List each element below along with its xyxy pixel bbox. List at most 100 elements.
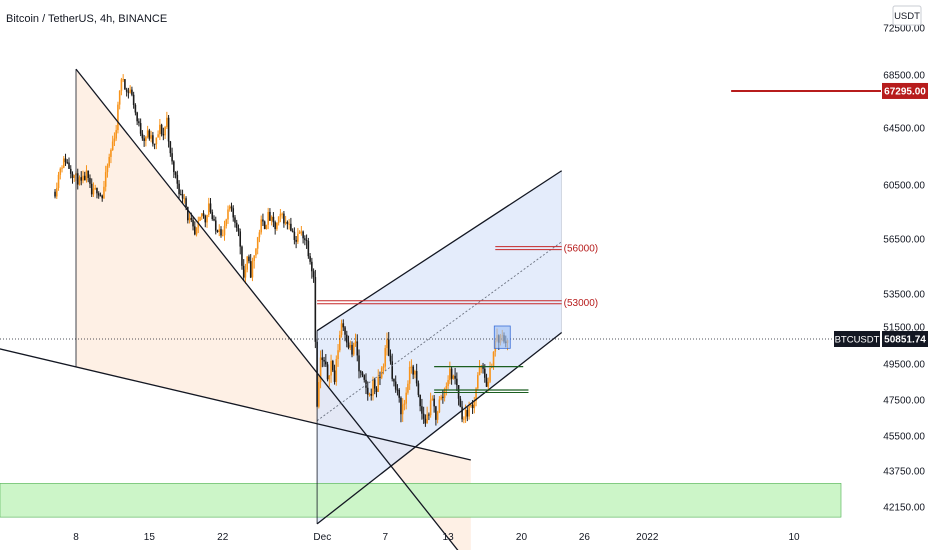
candle-body	[463, 418, 465, 420]
candle-body	[176, 174, 179, 184]
candle-body	[450, 368, 453, 379]
candle-body	[349, 344, 352, 348]
candle-body	[396, 389, 399, 391]
candle-body	[384, 348, 387, 367]
candle-body	[68, 162, 70, 169]
x-tick-label: 15	[144, 532, 156, 543]
symbol-badge	[834, 330, 880, 347]
candle-body	[431, 398, 434, 401]
candle-body	[242, 265, 245, 278]
y-tick-label: 72500.00	[883, 24, 925, 35]
candle-body	[241, 246, 243, 266]
candle-body	[101, 195, 104, 199]
currency-box[interactable]	[892, 5, 922, 26]
candle-body	[475, 388, 477, 401]
candle-body	[426, 414, 428, 424]
candle-body	[417, 383, 420, 395]
candle-body	[171, 153, 173, 162]
candle-body	[87, 170, 90, 178]
candle-body	[131, 89, 133, 95]
candle-body	[372, 379, 374, 396]
y-tick-label: 64500.00	[883, 124, 925, 135]
candle-body	[328, 375, 331, 380]
candle-body	[393, 378, 395, 382]
candle-body	[232, 208, 235, 218]
resistance-label-2: (53000)	[564, 298, 598, 309]
candle-body	[80, 177, 83, 181]
candle-body	[169, 141, 172, 154]
channel-shading	[317, 170, 562, 524]
candle-body	[311, 261, 313, 272]
candle-body	[283, 213, 285, 224]
support-zone	[0, 483, 842, 518]
last-price-badge	[882, 330, 928, 347]
candle-body	[94, 187, 97, 189]
candle-body	[377, 376, 380, 392]
candle-body	[276, 222, 278, 230]
candle-body	[466, 409, 469, 417]
candle-body	[99, 195, 102, 197]
candle-body	[115, 130, 117, 139]
x-tick-label: 2022	[636, 532, 659, 543]
candle-body	[71, 173, 74, 178]
candle-body	[387, 339, 390, 356]
y-tick-label: 51500.00	[883, 323, 925, 334]
candle-body	[227, 209, 229, 220]
candle-body	[269, 211, 271, 221]
candle-body	[304, 238, 306, 240]
price-zones	[0, 483, 842, 518]
candle-body	[415, 371, 418, 384]
price-label-badge	[882, 82, 928, 99]
candle-body	[220, 229, 222, 236]
candle-body	[358, 355, 360, 372]
candle-body	[214, 220, 217, 231]
candle-body	[195, 227, 198, 235]
candle-body	[237, 227, 240, 232]
candle-body	[298, 231, 301, 234]
candle-body	[78, 177, 81, 185]
candle-body	[405, 392, 407, 404]
candle-body	[342, 323, 345, 328]
candle-body	[363, 375, 366, 380]
candle-body	[267, 211, 269, 225]
candle-body	[139, 123, 142, 134]
candle-body	[284, 221, 287, 224]
time-axis[interactable]: 8 15 22 Dec 7 13 20 26 2022 10	[73, 532, 800, 543]
pattern-shading	[76, 69, 562, 555]
candle-body	[288, 223, 290, 225]
candle-body	[82, 175, 84, 181]
candle-body	[117, 104, 119, 131]
candle-body	[221, 235, 224, 237]
candle-body	[456, 378, 458, 386]
candle-body	[174, 172, 177, 175]
upper-falling-trendline	[75, 68, 463, 555]
candle-body	[120, 79, 123, 91]
candle-body	[359, 371, 362, 373]
candle-body	[337, 350, 339, 360]
candle-body	[61, 167, 63, 169]
candle-body	[473, 400, 476, 409]
candle-body	[263, 221, 266, 230]
candle-body	[366, 387, 369, 395]
candle-body	[202, 213, 205, 216]
candle-body	[204, 215, 207, 223]
candle-body	[148, 130, 151, 139]
candle-body	[435, 406, 437, 420]
candle-body	[211, 212, 214, 219]
lower-falling-trendline	[0, 348, 471, 461]
price-label-text: 67295.00	[884, 86, 926, 97]
candle-body	[356, 341, 359, 356]
price-axis[interactable]: 72500.00 68500.00 64500.00 60500.00 56500.00…	[883, 24, 925, 514]
candle-body	[90, 183, 93, 195]
y-tick-label: 49500.00	[883, 360, 925, 371]
candle-body	[440, 396, 442, 400]
candle-body	[471, 404, 474, 409]
candle-body	[111, 141, 114, 150]
candle-body	[281, 213, 283, 215]
candle-body	[59, 168, 62, 175]
candle-body	[307, 240, 310, 257]
candle-body	[389, 355, 392, 362]
candle-body	[335, 359, 338, 382]
candle-body	[321, 357, 324, 360]
